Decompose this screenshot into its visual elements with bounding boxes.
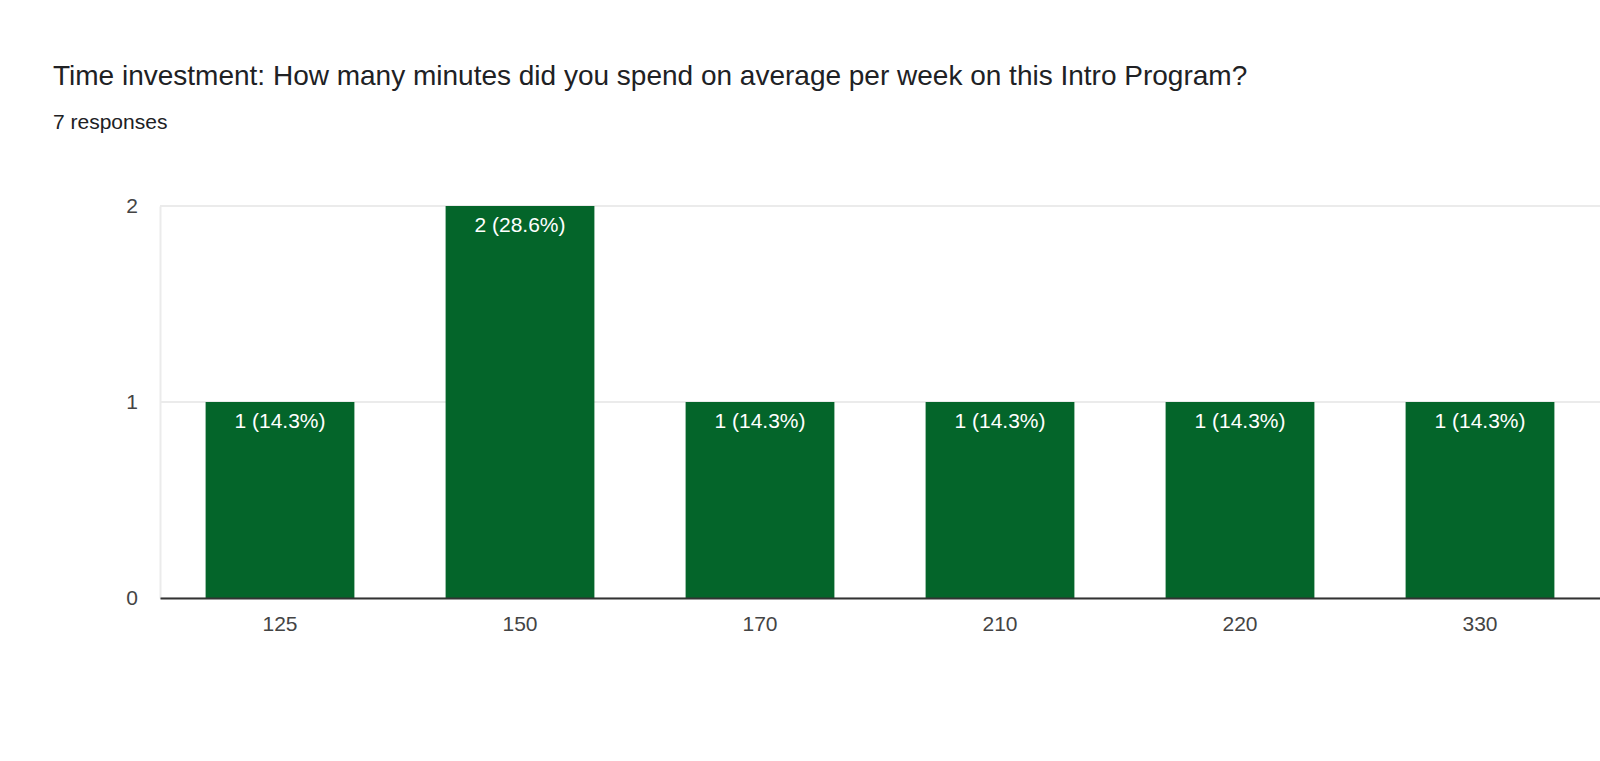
y-tick: 0 [126, 586, 160, 609]
x-tick-label: 220 [1222, 612, 1257, 635]
grid-line [160, 597, 1600, 599]
data-label: 1 (14.3%) [954, 409, 1045, 432]
bar [446, 206, 595, 598]
y-axis-line [160, 207, 162, 599]
x-tick: 150 [502, 598, 537, 635]
x-tick: 125 [262, 598, 297, 635]
y-tick: 2 [126, 194, 160, 217]
x-tick-label: 170 [742, 612, 777, 635]
data-label: 1 (14.3%) [234, 409, 325, 432]
x-tick: 170 [742, 598, 777, 635]
y-tick: 1 [126, 390, 160, 413]
x-tick-label: 125 [262, 612, 297, 635]
data-label: 2 (28.6%) [474, 213, 565, 236]
bars [206, 206, 1555, 598]
grid-line [160, 401, 1600, 403]
subtitle: 7 responses [53, 110, 167, 133]
bar [1166, 402, 1315, 598]
bar [206, 402, 355, 598]
x-tick-label: 150 [502, 612, 537, 635]
grid-line [160, 205, 1600, 207]
data-labels: 1 (14.3%) 2 (28.6%) 1 (14.3%) 1 (14.3%) 1 (1… [234, 213, 1525, 432]
x-tick-label: 330 [1462, 612, 1497, 635]
y-axis: 0 1 2 [126, 194, 160, 609]
bar [1406, 402, 1555, 598]
x-axis: 125 150 170 210 220 330 [161, 598, 1600, 635]
chart: Time investment: How many minutes did yo… [0, 0, 1600, 761]
x-tick: 220 [1222, 598, 1257, 635]
bar [686, 402, 835, 598]
data-label: 1 (14.3%) [1434, 409, 1525, 432]
x-tick-label: 210 [982, 612, 1017, 635]
plot: 0121251501702102203301 (14.3%)2 (28.6%)1… [126, 194, 1600, 635]
x-tick: 330 [1462, 598, 1497, 635]
bar [926, 402, 1075, 598]
x-tick: 210 [982, 598, 1017, 635]
title: Time investment: How many minutes did yo… [53, 60, 1247, 91]
data-label: 1 (14.3%) [1194, 409, 1285, 432]
data-label: 1 (14.3%) [714, 409, 805, 432]
y-tick-label: 1 [126, 390, 138, 413]
y-tick-label: 0 [126, 586, 138, 609]
grid [160, 206, 1600, 598]
x-axis-line [161, 598, 1600, 600]
y-tick-label: 2 [126, 194, 138, 217]
